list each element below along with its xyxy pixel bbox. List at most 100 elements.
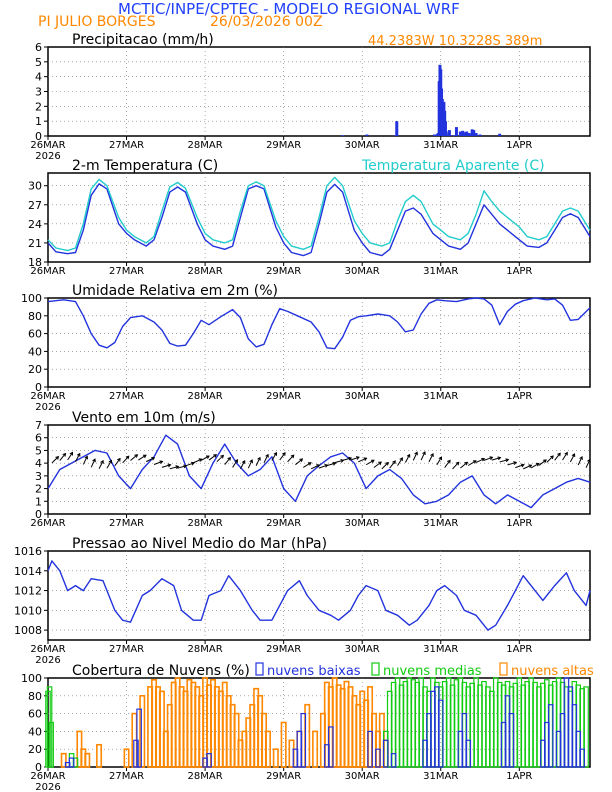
- x-tick-label: 26MAR: [30, 391, 65, 402]
- panel-temp: 18 21 24 27 30 26MAR 27MAR 28MAR 29MAR 30MAR 31MAR…: [28, 158, 591, 277]
- precip-bar: [470, 129, 474, 136]
- cloud-bar: [133, 739, 139, 768]
- wind-arrow: [90, 458, 96, 468]
- cloud-bar: [158, 690, 165, 768]
- wind-arrow: [585, 459, 591, 468]
- wind-arrowhead: [505, 458, 510, 463]
- x-tick-label: 31MAR: [423, 518, 458, 529]
- y-tick-label: 5: [35, 56, 42, 69]
- series-line: [47, 560, 591, 631]
- wind-arrow: [428, 453, 434, 463]
- series-line: [47, 183, 591, 257]
- y-tick-label: 1: [35, 495, 42, 508]
- wind-arrowhead: [198, 458, 203, 462]
- wind-arrowhead: [134, 454, 139, 458]
- cloud-bar: [206, 753, 212, 768]
- y-tick-label: 6: [35, 432, 42, 445]
- wind-arrow: [208, 454, 217, 461]
- wind-arrow: [138, 454, 147, 461]
- wind-arrow: [342, 457, 352, 461]
- wind-arrowhead: [513, 461, 518, 465]
- y-tick-label: 3: [35, 470, 42, 483]
- chart-title: MCTIC/INPE/CPTEC - MODELO REGIONAL WRF: [118, 0, 460, 18]
- x-tick-label: 1APR: [506, 518, 532, 529]
- wind-arrowhead: [550, 455, 554, 460]
- station-name: PI JULIO BORGES: [38, 14, 156, 30]
- y-tick-label: 2: [35, 100, 42, 113]
- wind-arrow: [467, 460, 477, 466]
- wind-arrow: [577, 456, 583, 466]
- x-tick-label: 26MAR: [30, 266, 65, 277]
- x-tick-label: 28MAR: [188, 771, 223, 782]
- y-tick-label: 18: [28, 256, 42, 269]
- wind-arrowhead: [249, 459, 253, 464]
- panel-rh: 0 20 40 60 80 100 26MAR 27MAR 28MAR 29MAR 30MAR 31M…: [21, 283, 591, 413]
- cloud-bar: [508, 712, 515, 768]
- panel-title: Umidade Relativa em 2m (%): [72, 283, 278, 299]
- wind-arrowhead: [489, 456, 494, 460]
- wind-arrowhead: [205, 455, 210, 459]
- wind-arrowhead: [571, 453, 576, 458]
- x-tick-label: 28MAR: [188, 644, 223, 655]
- wind-arrowhead: [167, 463, 172, 468]
- wind-arrow: [444, 460, 451, 468]
- x-tick-label: 30MAR: [345, 266, 380, 277]
- x-tick-label: 26MAR: [30, 771, 65, 782]
- wind-arrowhead: [62, 452, 67, 457]
- wind-arrow: [452, 461, 460, 470]
- cloud-bar: [367, 730, 373, 768]
- wind-arrow: [436, 456, 442, 466]
- legend-swatch: [499, 662, 508, 676]
- y-tick-label: 60: [28, 328, 42, 341]
- wind-arrowhead: [422, 451, 426, 456]
- y-tick-label: 4: [35, 71, 42, 84]
- cloud-bar: [437, 699, 444, 768]
- wind-arrow: [475, 458, 485, 463]
- precip-bar: [458, 131, 462, 136]
- cloud-bar: [465, 739, 472, 768]
- x-tick-label: 31MAR: [423, 644, 458, 655]
- precip-bar: [461, 130, 465, 136]
- wind-arrowhead: [307, 462, 312, 466]
- wind-arrowhead: [117, 457, 121, 462]
- wind-arrow: [247, 459, 253, 469]
- wind-arrow: [326, 462, 336, 467]
- legend-label: nuvens baixas: [267, 664, 361, 679]
- panel-title: 2-m Temperatura (C): [72, 158, 218, 174]
- y-tick-label: 5: [35, 444, 42, 457]
- wind-arrowhead: [355, 456, 360, 460]
- y-tick-label: 80: [28, 690, 42, 703]
- wind-arrowhead: [100, 459, 104, 464]
- wind-arrowhead: [455, 461, 460, 466]
- cloud-bar: [264, 730, 271, 768]
- wind-arrow: [554, 452, 561, 461]
- wind-arrowhead: [234, 459, 238, 463]
- x-year-label: 2026: [35, 151, 60, 162]
- wind-arrow: [130, 454, 138, 461]
- x-tick-label: 31MAR: [423, 391, 458, 402]
- wind-arrow: [255, 457, 261, 466]
- cloud-bar: [327, 726, 334, 768]
- wind-arrow: [303, 462, 312, 468]
- precip-bar: [462, 132, 466, 136]
- wind-arrowhead: [406, 453, 411, 458]
- wind-arrow: [491, 457, 501, 461]
- cloud-bar: [579, 748, 585, 768]
- plot-frame: [47, 424, 591, 515]
- wind-arrowhead: [520, 463, 525, 468]
- y-tick-label: 1016: [14, 545, 42, 558]
- wind-arrowhead: [69, 451, 74, 456]
- precip-bar: [498, 133, 502, 136]
- wind-arrowhead: [159, 460, 164, 465]
- wind-arrow: [334, 459, 344, 464]
- plot-frame: [47, 550, 591, 641]
- wind-arrow: [98, 460, 104, 470]
- cloud-bar: [547, 704, 554, 768]
- wind-arrow: [538, 459, 547, 466]
- y-tick-label: 60: [28, 708, 42, 721]
- wind-arrowhead: [430, 452, 434, 457]
- wind-arrowhead: [175, 465, 180, 469]
- x-tick-label: 30MAR: [345, 391, 380, 402]
